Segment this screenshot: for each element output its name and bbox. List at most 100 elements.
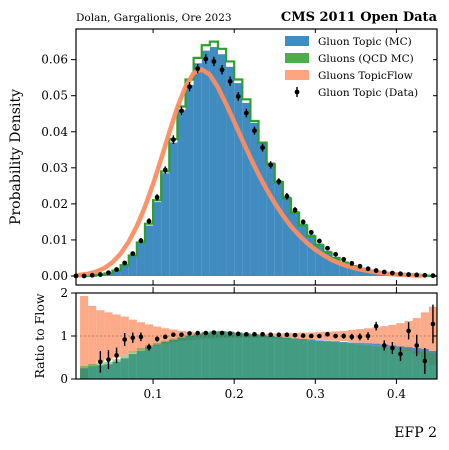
data-point	[203, 56, 209, 62]
legend-label: Gluon Topic (Data)	[318, 87, 418, 99]
ratio-qcd-mc-bar	[120, 355, 129, 379]
legend-swatch	[285, 53, 309, 63]
ratio-mc-topic-bar	[120, 358, 129, 379]
ratio-qcd-mc-bar	[217, 330, 227, 379]
data-point	[414, 272, 420, 278]
legend-label: Gluon Topic (MC)	[318, 36, 412, 48]
mc-topic-bar	[217, 54, 227, 276]
data-point	[235, 94, 241, 99]
data-point	[373, 268, 379, 273]
ratio-qcd-mc-bar	[226, 331, 235, 379]
data-point	[146, 218, 152, 224]
mc-topic-bar	[299, 223, 308, 276]
ratio-data-point	[276, 332, 282, 338]
ratio-mc-topic-bar	[169, 339, 178, 379]
data-point	[357, 263, 363, 269]
ratio-qcd-mc-bar	[290, 338, 300, 379]
ratio-data-point	[195, 330, 200, 336]
data-point	[170, 137, 176, 143]
ratio-qcd-mc-bar	[250, 334, 259, 379]
legend-swatch	[285, 70, 309, 80]
mc-topic-bar	[112, 270, 121, 276]
mc-topic-bar	[128, 256, 137, 276]
ratio-mc-topic-bar	[323, 340, 332, 379]
ratio-mc-topic-bar	[80, 368, 89, 379]
mc-topic-bar	[153, 202, 162, 276]
ratio-qcd-mc-bar	[185, 335, 194, 379]
ratio-qcd-mc-bar	[355, 344, 364, 379]
legend-swatch	[285, 36, 309, 46]
ratio-qcd-mc-bar	[136, 348, 145, 379]
ratio-qcd-mc-bar	[331, 342, 340, 379]
mc-topic-bar	[315, 243, 324, 276]
data-point	[365, 266, 371, 272]
ratio-mc-topic-bar	[282, 337, 291, 379]
ratio-plot-area	[76, 296, 437, 379]
ratio-mc-topic-bar	[355, 342, 364, 379]
ratio-data-point	[349, 334, 355, 340]
data-point	[333, 251, 338, 257]
mc-topic-bar	[282, 196, 291, 276]
mc-topic-bar	[120, 265, 129, 276]
ratio-mc-topic-bar	[226, 331, 235, 379]
data-point	[187, 84, 192, 90]
ratio-data-point	[106, 357, 111, 362]
mc-topic-bar	[177, 110, 186, 276]
ratio-data-point	[219, 330, 225, 336]
ratio-mc-topic-bar	[339, 342, 348, 379]
mc-topic-bar	[307, 234, 316, 276]
y-tick-label: 0.06	[41, 53, 68, 67]
mc-topic-bar	[266, 162, 275, 276]
mc-topic-bar	[201, 50, 210, 276]
legend-label: Gluons (QCD MC)	[318, 53, 414, 65]
ratio-data-point	[260, 331, 265, 337]
ratio-data-point	[333, 333, 338, 339]
ratio-data-point	[390, 345, 395, 351]
ratio-mc-topic-bar	[88, 366, 97, 379]
ratio-panel: 0 1 2 Ratio to Flow	[32, 286, 438, 386]
ratio-data-point	[365, 333, 371, 339]
ratio-data-point	[171, 332, 176, 338]
ratio-mc-topic-bar	[242, 333, 251, 379]
ratio-data-point	[179, 332, 184, 338]
data-point	[398, 271, 403, 277]
x-tick-label: 0.3	[306, 387, 325, 401]
ratio-mc-topic-bar	[217, 331, 227, 379]
ratio-data-point	[235, 331, 241, 337]
ratio-qcd-mc-bar	[80, 366, 89, 379]
main-plot-area	[73, 40, 437, 279]
ratio-mc-topic-bar	[388, 345, 397, 379]
ratio-qcd-mc-bar	[169, 338, 178, 379]
data-point	[97, 272, 103, 277]
ratio-mc-topic-bar	[396, 346, 405, 379]
mc-topic-bar	[274, 180, 283, 276]
ratio-data-point	[122, 337, 127, 342]
ratio-mc-topic-bar	[153, 344, 162, 379]
ratio-mc-topic-bar	[428, 351, 437, 379]
main-y-ticks: 0.00 0.01 0.02 0.03 0.04 0.05 0.06	[41, 53, 437, 283]
ratio-data-point	[211, 330, 217, 335]
ratio-qcd-mc-bar	[380, 347, 389, 379]
ratio-qcd-mc-bar	[315, 341, 324, 379]
ratio-mc-topic-bar	[144, 347, 154, 379]
x-tick-label: 0.2	[225, 387, 244, 401]
ratio-data-point	[146, 344, 152, 350]
data-point	[211, 59, 217, 64]
data-point	[130, 251, 136, 257]
ratio-y-axis-label: Ratio to Flow	[32, 293, 47, 378]
ratio-data-point	[268, 332, 273, 338]
ratio-qcd-mc-bar	[144, 345, 154, 379]
ratio-data-point	[252, 331, 257, 337]
ratio-data-point	[154, 336, 160, 342]
data-point	[325, 245, 330, 251]
data-point	[81, 273, 87, 279]
mc-topic-bar	[290, 211, 300, 276]
data-point	[89, 272, 95, 278]
data-point	[389, 270, 395, 276]
ratio-qcd-mc-bar	[242, 333, 251, 379]
ratio-mc-topic-bar	[347, 342, 356, 379]
data-point	[195, 66, 201, 72]
ratio-mc-topic-bar	[290, 338, 300, 379]
ratio-data-point	[130, 335, 136, 341]
